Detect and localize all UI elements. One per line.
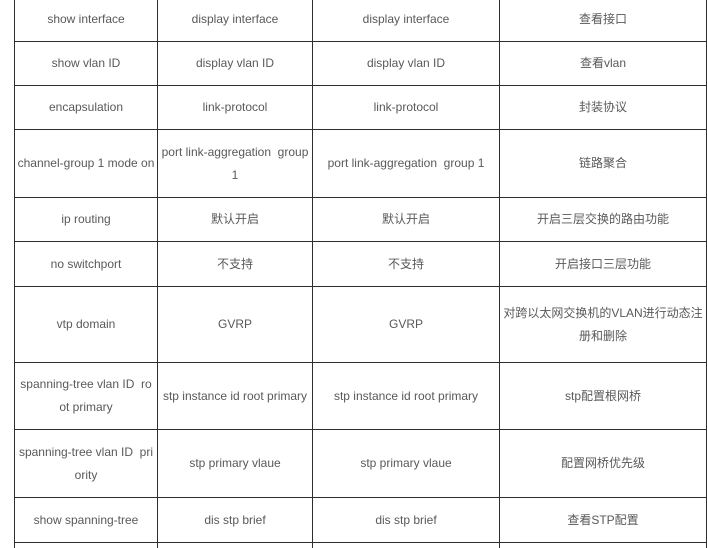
table-cell: link-protocol (157, 85, 313, 130)
table-cell: port link-aggregation group 1 (157, 129, 313, 198)
table-cell: display vlan ID (312, 41, 500, 86)
table-cell: show spanning-tree (14, 497, 158, 543)
table-cell: GVRP (312, 286, 500, 363)
table-cell: display interface (312, 0, 500, 42)
table-cell: show interface (14, 0, 158, 42)
table-cell: 开启三层交换的路由功能 (499, 197, 707, 242)
table-row: show interface display interface display i… (14, 0, 707, 42)
table-row: no switchport 不支持 不支持 开启接口三层功能 (14, 241, 707, 287)
table-cell: stp配置根网桥 (499, 362, 707, 430)
table-cell: 默认开启 (312, 197, 500, 242)
table-row: channel-group 1 mode on port link-aggrega… (14, 129, 707, 198)
table-cell: stp instance id root primary (312, 362, 500, 430)
table-cell: link-protocol (312, 85, 500, 130)
table-cell: stp primary vlaue (157, 429, 313, 498)
command-comparison-table: show interface display interface display i… (14, 0, 707, 548)
table-cell (157, 542, 313, 548)
table-row: spanning-tree vlan ID priority stp primar… (14, 429, 707, 498)
table-cell: spanning-tree vlan ID priority (14, 429, 158, 498)
table-row: show spanning-tree dis stp brief dis stp b… (14, 497, 707, 543)
table-row (14, 542, 707, 548)
table-row: show vlan ID display vlan ID display vlan … (14, 41, 707, 86)
table-cell: 默认开启 (157, 197, 313, 242)
table-cell (14, 542, 158, 548)
table-cell: 查看vlan (499, 41, 707, 86)
table-row: spanning-tree vlan ID root primary stp in… (14, 362, 707, 430)
table-row: vtp domain GVRP GVRP 对跨以太网交换机的VLAN进行动态注册和删除 (14, 286, 707, 363)
table-cell: port link-aggregation group 1 (312, 129, 500, 198)
table-cell: 对跨以太网交换机的VLAN进行动态注册和删除 (499, 286, 707, 363)
table-cell: 开启接口三层功能 (499, 241, 707, 287)
table-cell (499, 542, 707, 548)
table-cell: 不支持 (157, 241, 313, 287)
table-row: ip routing 默认开启 默认开启 开启三层交换的路由功能 (14, 197, 707, 242)
table-row: encapsulation link-protocol link-protocol 封… (14, 85, 707, 130)
table-cell: no switchport (14, 241, 158, 287)
table-cell: display interface (157, 0, 313, 42)
table-cell: 查看接口 (499, 0, 707, 42)
table-cell: display vlan ID (157, 41, 313, 86)
table-cell: stp primary vlaue (312, 429, 500, 498)
table-cell (312, 542, 500, 548)
table-cell: encapsulation (14, 85, 158, 130)
table-body: show interface display interface display i… (14, 0, 707, 548)
table-cell: 查看STP配置 (499, 497, 707, 543)
table-cell: 链路聚合 (499, 129, 707, 198)
table-cell: 不支持 (312, 241, 500, 287)
table-cell: ip routing (14, 197, 158, 242)
table-cell: 配置网桥优先级 (499, 429, 707, 498)
table-cell: stp instance id root primary (157, 362, 313, 430)
table-cell: vtp domain (14, 286, 158, 363)
table-cell: dis stp brief (157, 497, 313, 543)
table-cell: GVRP (157, 286, 313, 363)
table-cell: 封装协议 (499, 85, 707, 130)
table-cell: dis stp brief (312, 497, 500, 543)
table-cell: show vlan ID (14, 41, 158, 86)
table-cell: channel-group 1 mode on (14, 129, 158, 198)
table-cell: spanning-tree vlan ID root primary (14, 362, 158, 430)
